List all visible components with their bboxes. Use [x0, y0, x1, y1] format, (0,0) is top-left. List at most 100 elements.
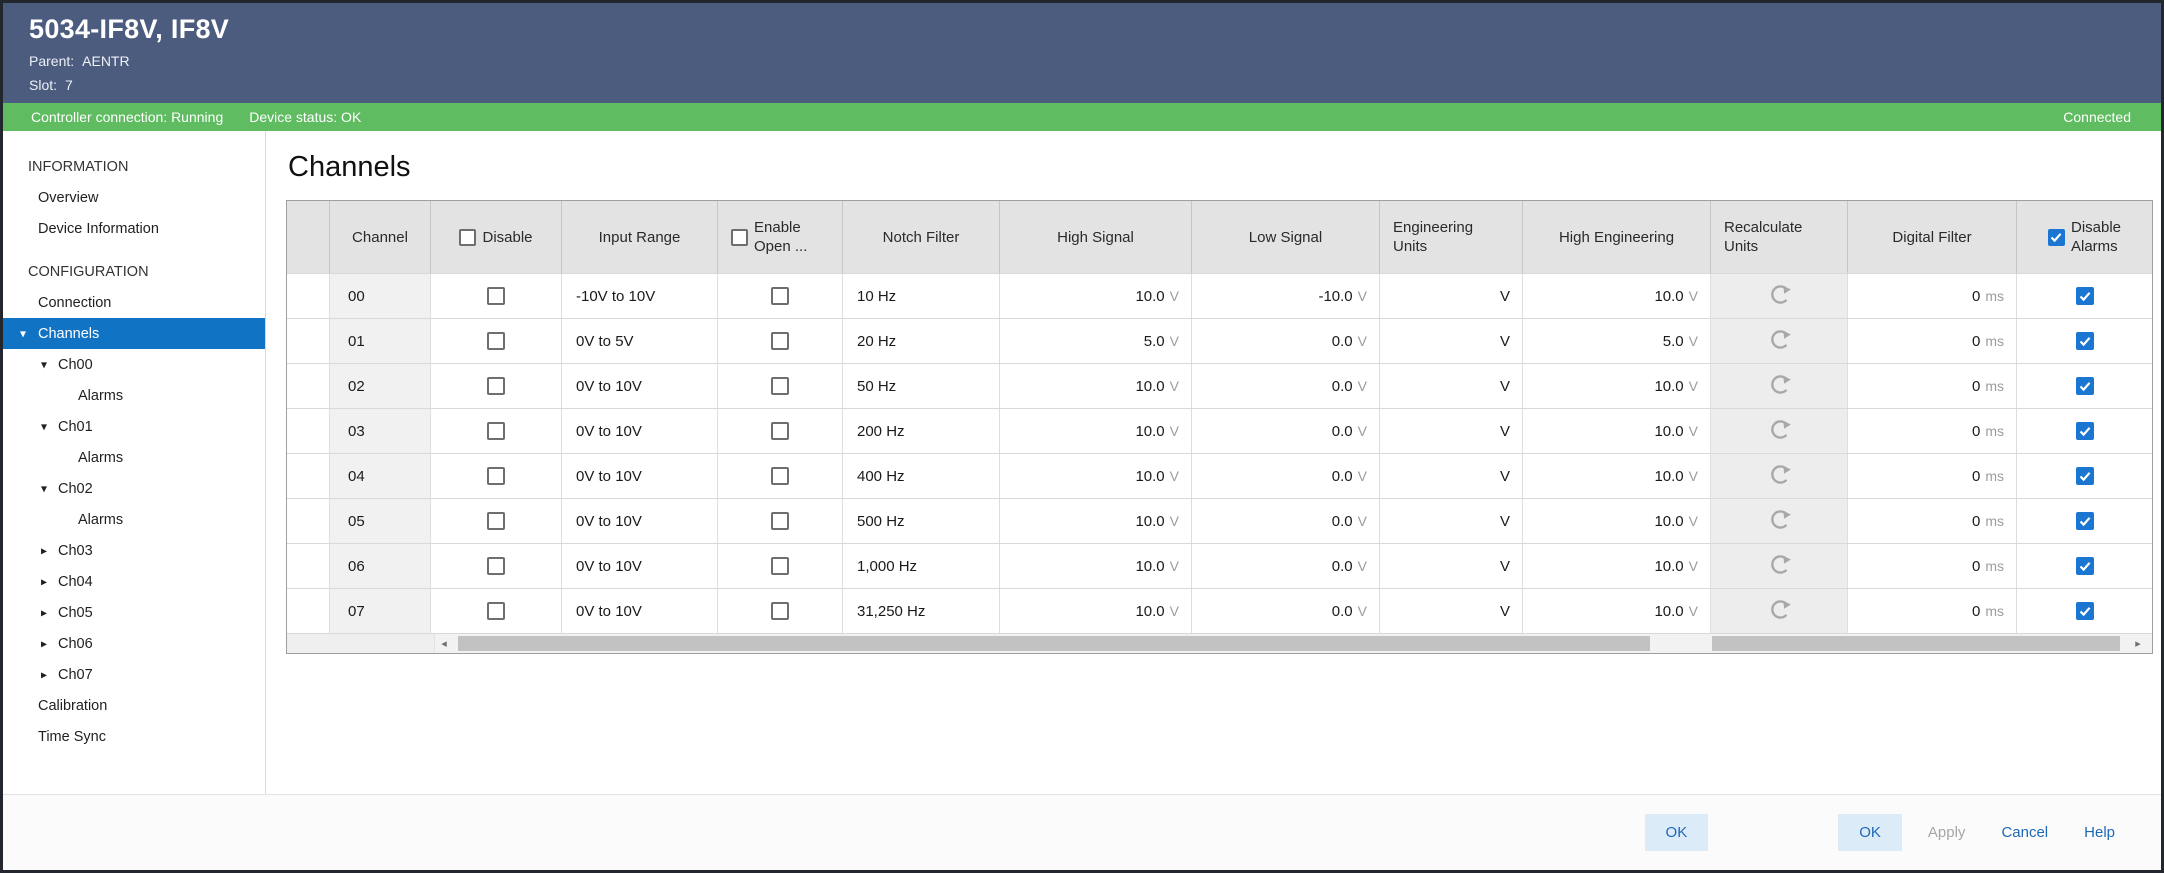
notch-filter-cell[interactable]: 31,250 Hz: [843, 589, 1000, 633]
engineering-units-cell[interactable]: V: [1380, 274, 1523, 318]
sidebar-item-ch07[interactable]: ▸ Ch07: [3, 659, 265, 690]
disable-alarms-checkbox[interactable]: [2075, 332, 2094, 350]
low-signal-cell[interactable]: 0.0 V: [1192, 454, 1380, 498]
digital-filter-cell[interactable]: 0 ms: [1848, 364, 2017, 408]
enable-open-checkbox[interactable]: [771, 512, 789, 530]
low-signal-cell[interactable]: 0.0 V: [1192, 364, 1380, 408]
sidebar-item-ch05[interactable]: ▸ Ch05: [3, 597, 265, 628]
input-range-cell[interactable]: 0V to 10V: [562, 499, 718, 543]
disable-checkbox[interactable]: [487, 332, 505, 350]
sidebar-item-alarms[interactable]: Alarms: [3, 380, 265, 411]
disable-checkbox[interactable]: [487, 467, 505, 485]
input-range-cell[interactable]: 0V to 10V: [562, 409, 718, 453]
sidebar-item-channels[interactable]: ▾ Channels: [3, 318, 265, 349]
sidebar-item-ch06[interactable]: ▸ Ch06: [3, 628, 265, 659]
high-engineering-cell[interactable]: 10.0 V: [1523, 454, 1711, 498]
disable-checkbox[interactable]: [487, 422, 505, 440]
sidebar-item-ch03[interactable]: ▸ Ch03: [3, 535, 265, 566]
row-selector-cell[interactable]: [287, 409, 330, 453]
enable-open-checkbox[interactable]: [771, 332, 789, 350]
notch-filter-cell[interactable]: 200 Hz: [843, 409, 1000, 453]
high-engineering-cell[interactable]: 10.0 V: [1523, 364, 1711, 408]
sidebar-item-calibration[interactable]: Calibration: [3, 690, 265, 721]
high-signal-cell[interactable]: 10.0 V: [1000, 589, 1192, 633]
low-signal-cell[interactable]: 0.0 V: [1192, 409, 1380, 453]
engineering-units-cell[interactable]: V: [1380, 544, 1523, 588]
row-selector-cell[interactable]: [287, 319, 330, 363]
high-signal-cell[interactable]: 10.0 V: [1000, 409, 1192, 453]
enable-open-checkbox[interactable]: [771, 377, 789, 395]
chevron-right-icon[interactable]: ▸: [41, 667, 48, 682]
enable-open-checkbox[interactable]: [771, 557, 789, 575]
cancel-button[interactable]: Cancel: [1991, 814, 2058, 851]
high-engineering-cell[interactable]: 10.0 V: [1523, 274, 1711, 318]
high-signal-cell[interactable]: 10.0 V: [1000, 544, 1192, 588]
sidebar-item-device-information[interactable]: Device Information: [3, 213, 265, 244]
input-range-cell[interactable]: 0V to 10V: [562, 454, 718, 498]
engineering-units-cell[interactable]: V: [1380, 499, 1523, 543]
low-signal-cell[interactable]: -10.0 V: [1192, 274, 1380, 318]
disable-alarms-checkbox[interactable]: [2075, 377, 2094, 395]
input-range-cell[interactable]: 0V to 10V: [562, 589, 718, 633]
disable-checkbox[interactable]: [487, 377, 505, 395]
input-range-cell[interactable]: 0V to 10V: [562, 544, 718, 588]
scroll-right-arrow-icon[interactable]: ▸: [2135, 638, 2141, 650]
chevron-right-icon[interactable]: ▸: [41, 605, 48, 620]
recalculate-icon[interactable]: [1767, 282, 1792, 311]
scrollbar-thumb-right[interactable]: [1712, 636, 2120, 651]
sidebar-item-time-sync[interactable]: Time Sync: [3, 721, 265, 752]
help-button[interactable]: Help: [2074, 814, 2125, 851]
row-selector-cell[interactable]: [287, 364, 330, 408]
enable-open-checkbox[interactable]: [771, 287, 789, 305]
input-range-cell[interactable]: -10V to 10V: [562, 274, 718, 318]
digital-filter-cell[interactable]: 0 ms: [1848, 454, 2017, 498]
notch-filter-cell[interactable]: 1,000 Hz: [843, 544, 1000, 588]
high-signal-cell[interactable]: 10.0 V: [1000, 274, 1192, 318]
row-selector-cell[interactable]: [287, 589, 330, 633]
low-signal-cell[interactable]: 0.0 V: [1192, 499, 1380, 543]
high-signal-cell[interactable]: 5.0 V: [1000, 319, 1192, 363]
engineering-units-cell[interactable]: V: [1380, 409, 1523, 453]
low-signal-cell[interactable]: 0.0 V: [1192, 319, 1380, 363]
enable-open-checkbox[interactable]: [771, 467, 789, 485]
chevron-right-icon[interactable]: ▸: [41, 636, 48, 651]
low-signal-cell[interactable]: 0.0 V: [1192, 544, 1380, 588]
disable-alarms-all-checkbox[interactable]: [2047, 228, 2065, 246]
high-engineering-cell[interactable]: 10.0 V: [1523, 409, 1711, 453]
low-signal-cell[interactable]: 0.0 V: [1192, 589, 1380, 633]
recalculate-icon[interactable]: [1767, 327, 1792, 356]
sidebar-item-ch00[interactable]: ▾ Ch00: [3, 349, 265, 380]
ok-button-secondary[interactable]: OK: [1838, 814, 1902, 851]
digital-filter-cell[interactable]: 0 ms: [1848, 409, 2017, 453]
sidebar-item-connection[interactable]: Connection: [3, 287, 265, 318]
digital-filter-cell[interactable]: 0 ms: [1848, 319, 2017, 363]
high-signal-cell[interactable]: 10.0 V: [1000, 364, 1192, 408]
high-signal-cell[interactable]: 10.0 V: [1000, 454, 1192, 498]
digital-filter-cell[interactable]: 0 ms: [1848, 544, 2017, 588]
recalculate-icon[interactable]: [1767, 552, 1792, 581]
disable-checkbox[interactable]: [487, 512, 505, 530]
chevron-right-icon[interactable]: ▸: [41, 574, 48, 589]
chevron-down-icon[interactable]: ▾: [41, 357, 48, 372]
engineering-units-cell[interactable]: V: [1380, 454, 1523, 498]
chevron-down-icon[interactable]: ▾: [41, 419, 48, 434]
disable-checkbox[interactable]: [487, 602, 505, 620]
disable-alarms-checkbox[interactable]: [2075, 557, 2094, 575]
high-engineering-cell[interactable]: 10.0 V: [1523, 589, 1711, 633]
sidebar-item-ch02[interactable]: ▾ Ch02: [3, 473, 265, 504]
notch-filter-cell[interactable]: 50 Hz: [843, 364, 1000, 408]
row-selector-cell[interactable]: [287, 499, 330, 543]
recalculate-icon[interactable]: [1767, 372, 1792, 401]
apply-button[interactable]: Apply: [1918, 814, 1976, 851]
disable-alarms-checkbox[interactable]: [2075, 467, 2094, 485]
sidebar-item-ch01[interactable]: ▾ Ch01: [3, 411, 265, 442]
digital-filter-cell[interactable]: 0 ms: [1848, 274, 2017, 318]
chevron-down-icon[interactable]: ▾: [20, 326, 27, 341]
high-engineering-cell[interactable]: 10.0 V: [1523, 499, 1711, 543]
row-selector-cell[interactable]: [287, 454, 330, 498]
chevron-down-icon[interactable]: ▾: [41, 481, 48, 496]
recalculate-icon[interactable]: [1767, 462, 1792, 491]
sidebar-item-ch04[interactable]: ▸ Ch04: [3, 566, 265, 597]
enable-open-checkbox[interactable]: [771, 422, 789, 440]
enable-open-all-checkbox[interactable]: [731, 228, 748, 246]
